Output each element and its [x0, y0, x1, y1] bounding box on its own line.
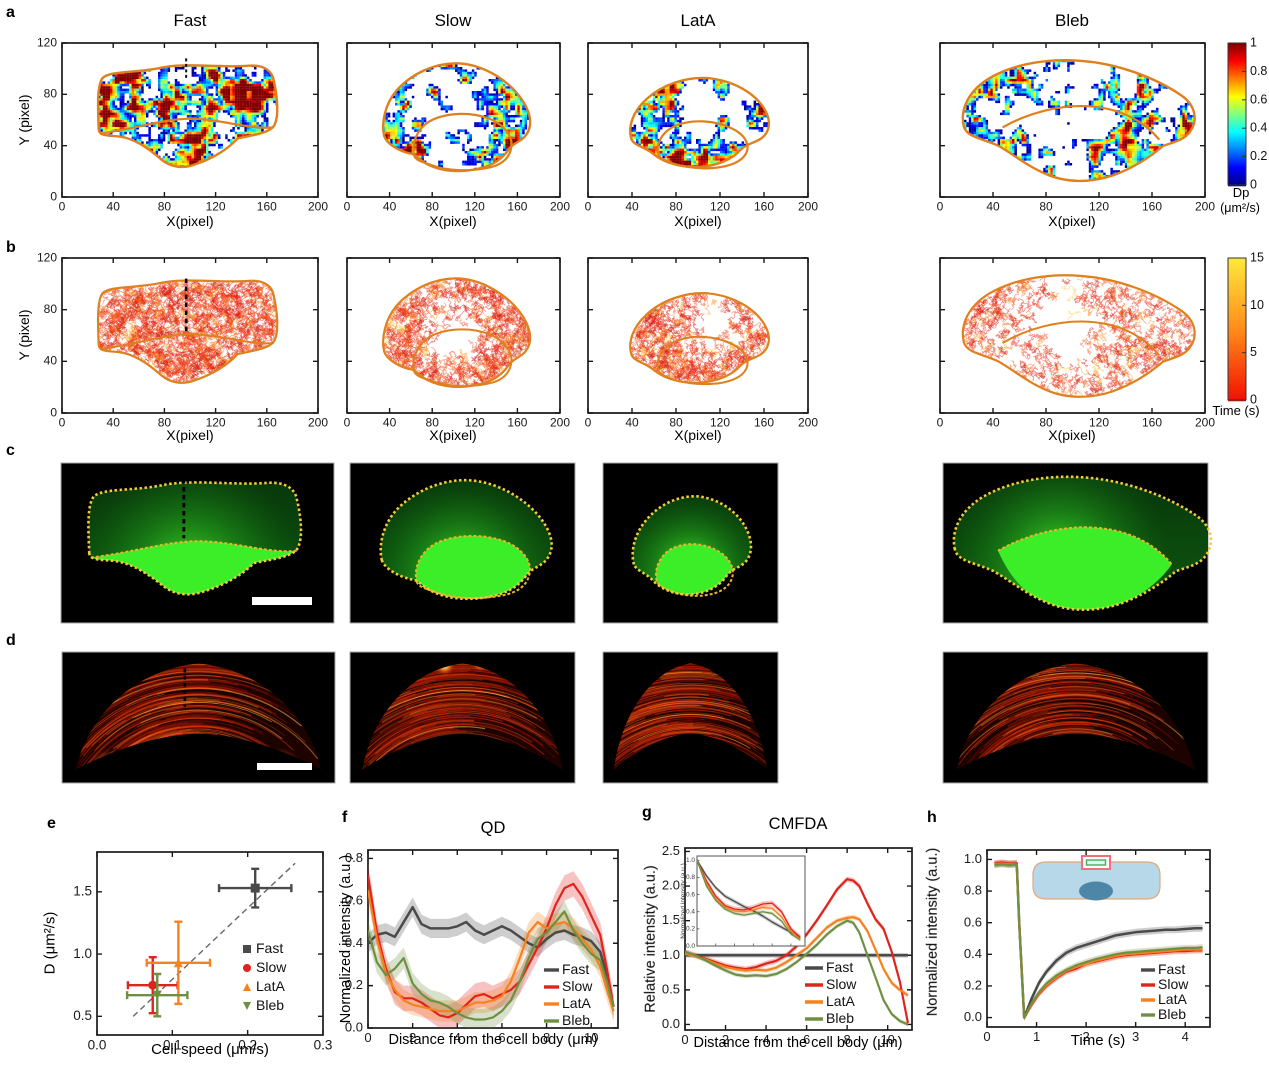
panel-letter-g: g	[642, 804, 652, 821]
panel-c-fluorescence-images-canvas	[0, 458, 1269, 628]
panel-letter-f: f	[342, 809, 348, 826]
panel-g-cmfda-chart-canvas	[640, 808, 940, 1073]
panel-letter-b: b	[6, 239, 16, 256]
panel-f-qd-chart-canvas	[340, 812, 640, 1073]
colorbar-a-units: (μm²/s)	[1220, 201, 1260, 215]
panel-h-frap-chart-canvas	[920, 812, 1269, 1073]
colorbar-a-title: Dp	[1232, 185, 1250, 200]
row-b-x-axis-label-4: X(pixel)	[1048, 427, 1096, 443]
panel-f-title: QD	[480, 819, 506, 837]
row-a-x-axis-label-1: X(pixel)	[166, 213, 214, 229]
row-a-x-axis-label-4: X(pixel)	[1048, 213, 1096, 229]
column-title-lata: LatA	[680, 11, 716, 30]
column-title-bleb: Bleb	[1054, 11, 1090, 30]
panel-h-y-axis-label: Normalized intensity (a.u.)	[924, 847, 941, 1017]
row-b-y-axis-label: Y (pixel)	[16, 309, 32, 361]
panel-letter-c: c	[6, 442, 15, 459]
panel-e-y-axis-label: D (μm²/s)	[41, 911, 59, 975]
panel-a-diffusion-maps-canvas	[0, 30, 1269, 240]
panel-g-title: CMFDA	[768, 815, 828, 833]
row-b-x-axis-label-2: X(pixel)	[429, 427, 477, 443]
row-b-x-axis-label-3: X(pixel)	[674, 427, 722, 443]
panel-letter-h: h	[927, 809, 937, 826]
panel-g-x-axis-label: Distance from the cell body (μm)	[693, 1035, 903, 1051]
panel-letter-e: e	[47, 815, 56, 832]
panel-letter-d: d	[6, 632, 16, 649]
row-a-y-axis-label: Y (pixel)	[16, 94, 32, 146]
panel-h-x-axis-label: Time (s)	[1070, 1032, 1126, 1049]
panel-g-y-axis-label: Relative intensity (a.u.)	[642, 865, 659, 1013]
row-a-x-axis-label-3: X(pixel)	[674, 213, 722, 229]
panel-letter-a: a	[6, 4, 15, 21]
panel-f-y-axis-label: Normalized intensity (a.u.)	[337, 854, 354, 1024]
column-title-fast: Fast	[173, 11, 207, 30]
row-b-x-axis-label-1: X(pixel)	[166, 427, 214, 443]
panel-d-actin-images-canvas	[0, 648, 1269, 788]
panel-b-trajectory-maps-canvas	[0, 245, 1269, 450]
panel-e-scatter-canvas	[30, 818, 340, 1073]
column-title-slow: Slow	[434, 11, 472, 30]
panel-e-x-axis-label: Cell speed (μm/s)	[151, 1041, 269, 1058]
panel-f-x-axis-label: Distance from the cell body (μm)	[388, 1032, 598, 1048]
row-a-x-axis-label-2: X(pixel)	[429, 213, 477, 229]
colorbar-b-title: Time (s)	[1212, 403, 1260, 418]
